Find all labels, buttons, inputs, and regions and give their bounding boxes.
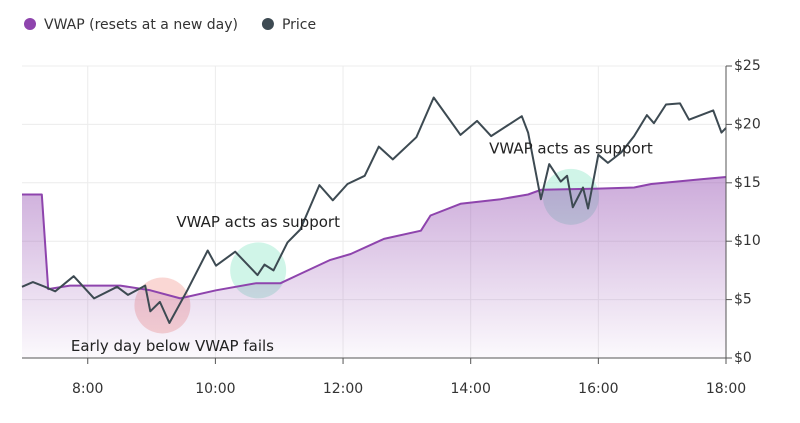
y-tick-label: $10 [734,233,761,249]
x-tick-label: 10:00 [195,381,235,397]
x-tick-label: 12:00 [323,381,363,397]
x-tick-label: 8:00 [72,381,103,397]
y-tick-label: $20 [734,116,761,132]
y-tick-label: $15 [734,175,761,191]
annotation-label: VWAP acts as support [176,213,340,231]
series-line [21,96,727,324]
series-line [22,176,727,300]
axes: $0 $5 $10 $15 $20 $25 8:00 10:00 12:00 14:00 16:00… [22,58,761,397]
y-tick-label: $25 [734,58,761,74]
legend-marker [261,18,274,30]
annotation-label: Early day below VWAP fails [71,337,274,355]
legend: VWAP (resets at a new day) Price [24,17,316,33]
annotation-label: VWAP acts as support [489,139,653,157]
legend-label: VWAP (resets at a new day) [44,17,238,33]
x-tick-label: 18:00 [706,381,746,397]
x-tick-label: 14:00 [451,381,491,397]
legend-label: Price [282,17,316,33]
plot-area: Early day below VWAP fails VWAP acts as s… [21,96,727,358]
x-tick-label: 16:00 [578,381,618,397]
y-tick-label: $0 [734,350,752,366]
legend-marker [24,18,36,30]
area [22,177,726,358]
y-tick-label: $5 [734,292,752,308]
